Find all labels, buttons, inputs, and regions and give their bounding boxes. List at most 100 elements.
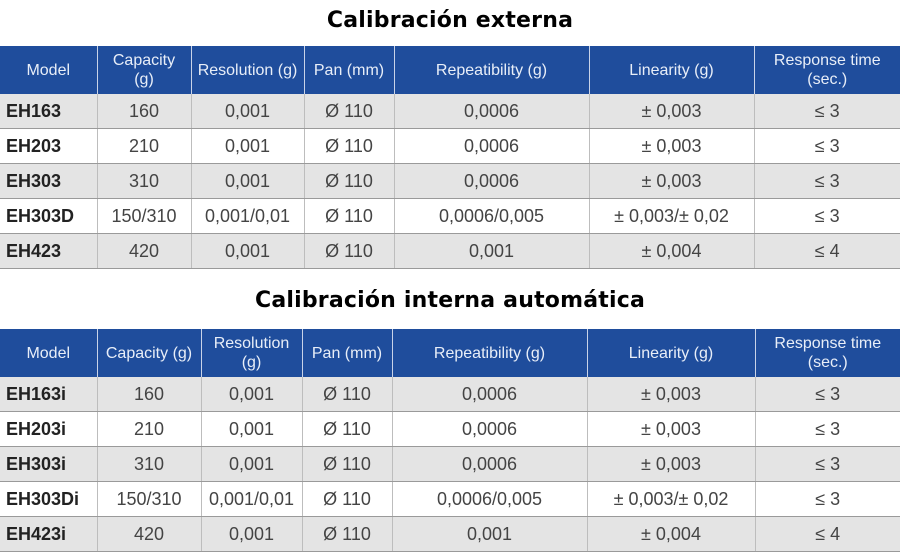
model-cell: EH303Di bbox=[0, 481, 98, 517]
table-cell: Ø 110 bbox=[304, 128, 395, 164]
table-cell: 150/310 bbox=[97, 198, 192, 234]
table-cell: Ø 110 bbox=[304, 233, 395, 269]
table-cell: 0,001 bbox=[201, 377, 303, 412]
table-cell: ≤ 3 bbox=[754, 163, 900, 199]
table-cell: 0,0006 bbox=[392, 411, 588, 447]
table-cell: 210 bbox=[97, 128, 192, 164]
column-header: Repeatibility (g) bbox=[392, 329, 588, 377]
table-cell: 0,0006 bbox=[392, 377, 588, 412]
table-cell: ≤ 3 bbox=[755, 446, 900, 482]
table-cell: Ø 110 bbox=[302, 411, 393, 447]
table-cell: 420 bbox=[97, 516, 202, 552]
table-cell: 0,001 bbox=[201, 446, 303, 482]
table-cell: ≤ 3 bbox=[754, 128, 900, 164]
column-header: Pan (mm) bbox=[302, 329, 393, 377]
table-cell: 0,0006 bbox=[394, 163, 590, 199]
column-header: Linearity (g) bbox=[589, 46, 755, 94]
table-cell: ± 0,003 bbox=[589, 94, 755, 129]
table-cell: 0,001 bbox=[191, 94, 305, 129]
table-cell: Ø 110 bbox=[304, 163, 395, 199]
model-cell: EH303 bbox=[0, 163, 98, 199]
table-cell: Ø 110 bbox=[302, 481, 393, 517]
table-cell: ± 0,003 bbox=[587, 377, 756, 412]
table-cell: 0,001 bbox=[394, 233, 590, 269]
table-row: EH303 310 0,001 Ø 110 0,0006 ± 0,003 ≤ 3 bbox=[0, 163, 900, 199]
table-cell: Ø 110 bbox=[304, 94, 395, 129]
column-header: Resolution (g) bbox=[191, 46, 305, 94]
table-cell: Ø 110 bbox=[302, 446, 393, 482]
table-row: EH303D 150/310 0,001/0,01 Ø 110 0,0006/0,005… bbox=[0, 198, 900, 234]
table-row: EH423 420 0,001 Ø 110 0,001 ± 0,004 ≤ 4 bbox=[0, 233, 900, 269]
model-cell: EH303D bbox=[0, 198, 98, 234]
column-header: Model bbox=[0, 329, 98, 377]
table-cell: ± 0,003 bbox=[587, 411, 756, 447]
table-header-row: Model Capacity (g) Resolution (g) Pan (mm) R… bbox=[0, 46, 900, 94]
table-cell: ≤ 3 bbox=[755, 411, 900, 447]
table-header-row: Model Capacity (g) Resolution (g) Pan (mm) R… bbox=[0, 329, 900, 377]
table-cell: ± 0,004 bbox=[587, 516, 756, 552]
table-cell: 420 bbox=[97, 233, 192, 269]
table-cell: 0,001/0,01 bbox=[201, 481, 303, 517]
column-header: Model bbox=[0, 46, 98, 94]
column-header: Capacity (g) bbox=[97, 329, 202, 377]
table-cell: ≤ 3 bbox=[754, 198, 900, 234]
table-row: EH163i 160 0,001 Ø 110 0,0006 ± 0,003 ≤ 3 bbox=[0, 377, 900, 412]
model-cell: EH203 bbox=[0, 128, 98, 164]
table-cell: ≤ 3 bbox=[755, 481, 900, 517]
table-cell: ≤ 3 bbox=[755, 377, 900, 412]
table-cell: 160 bbox=[97, 377, 202, 412]
table-title-internal-calibration: Calibración interna automática bbox=[254, 288, 646, 313]
column-header: Repeatibility (g) bbox=[394, 46, 590, 94]
table-cell: Ø 110 bbox=[302, 516, 393, 552]
table-cell: 310 bbox=[97, 163, 192, 199]
column-header: Resolution (g) bbox=[201, 329, 303, 377]
table-cell: ± 0,004 bbox=[589, 233, 755, 269]
table-cell: 150/310 bbox=[97, 481, 202, 517]
table-cell: 0,0006/0,005 bbox=[394, 198, 590, 234]
table-row: EH203 210 0,001 Ø 110 0,0006 ± 0,003 ≤ 3 bbox=[0, 128, 900, 164]
column-header: Pan (mm) bbox=[304, 46, 395, 94]
table-cell: 0,001 bbox=[392, 516, 588, 552]
table-cell: 0,001/0,01 bbox=[191, 198, 305, 234]
spec-table-external-calibration: Model Capacity (g) Resolution (g) Pan (mm) R… bbox=[0, 46, 900, 269]
table-cell: 210 bbox=[97, 411, 202, 447]
table-cell: 0,001 bbox=[191, 233, 305, 269]
column-header: Response time (sec.) bbox=[754, 46, 900, 94]
model-cell: EH423 bbox=[0, 233, 98, 269]
table-cell: 0,001 bbox=[191, 128, 305, 164]
table-row: EH303i 310 0,001 Ø 110 0,0006 ± 0,003 ≤ 3 bbox=[0, 446, 900, 482]
table-cell: 310 bbox=[97, 446, 202, 482]
table-cell: 160 bbox=[97, 94, 192, 129]
column-header: Capacity (g) bbox=[97, 46, 192, 94]
table-cell: 0,001 bbox=[201, 411, 303, 447]
table-cell: 0,001 bbox=[191, 163, 305, 199]
table-cell: ≤ 4 bbox=[755, 516, 900, 552]
table-title-external-calibration: Calibración externa bbox=[326, 8, 574, 33]
table-cell: ± 0,003 bbox=[587, 446, 756, 482]
table-row: EH423i 420 0,001 Ø 110 0,001 ± 0,004 ≤ 4 bbox=[0, 516, 900, 552]
table-cell: ≤ 4 bbox=[754, 233, 900, 269]
model-cell: EH203i bbox=[0, 411, 98, 447]
table-cell: Ø 110 bbox=[304, 198, 395, 234]
table-row: EH203i 210 0,001 Ø 110 0,0006 ± 0,003 ≤ 3 bbox=[0, 411, 900, 447]
model-cell: EH163 bbox=[0, 94, 98, 129]
table-cell: 0,0006 bbox=[392, 446, 588, 482]
column-header: Response time (sec.) bbox=[755, 329, 900, 377]
table-cell: ± 0,003 bbox=[589, 163, 755, 199]
spec-table-internal-calibration: Model Capacity (g) Resolution (g) Pan (mm) R… bbox=[0, 329, 900, 552]
table-cell: ± 0,003/± 0,02 bbox=[587, 481, 756, 517]
model-cell: EH303i bbox=[0, 446, 98, 482]
table-cell: ± 0,003/± 0,02 bbox=[589, 198, 755, 234]
table-cell: 0,0006/0,005 bbox=[392, 481, 588, 517]
table-cell: 0,0006 bbox=[394, 94, 590, 129]
model-cell: EH163i bbox=[0, 377, 98, 412]
column-header: Linearity (g) bbox=[587, 329, 756, 377]
table-row: EH163 160 0,001 Ø 110 0,0006 ± 0,003 ≤ 3 bbox=[0, 94, 900, 129]
table-cell: 0,0006 bbox=[394, 128, 590, 164]
table-cell: Ø 110 bbox=[302, 377, 393, 412]
table-cell: ± 0,003 bbox=[589, 128, 755, 164]
table-row: EH303Di 150/310 0,001/0,01 Ø 110 0,0006/0,00… bbox=[0, 481, 900, 517]
table-cell: 0,001 bbox=[201, 516, 303, 552]
table-cell: ≤ 3 bbox=[754, 94, 900, 129]
model-cell: EH423i bbox=[0, 516, 98, 552]
